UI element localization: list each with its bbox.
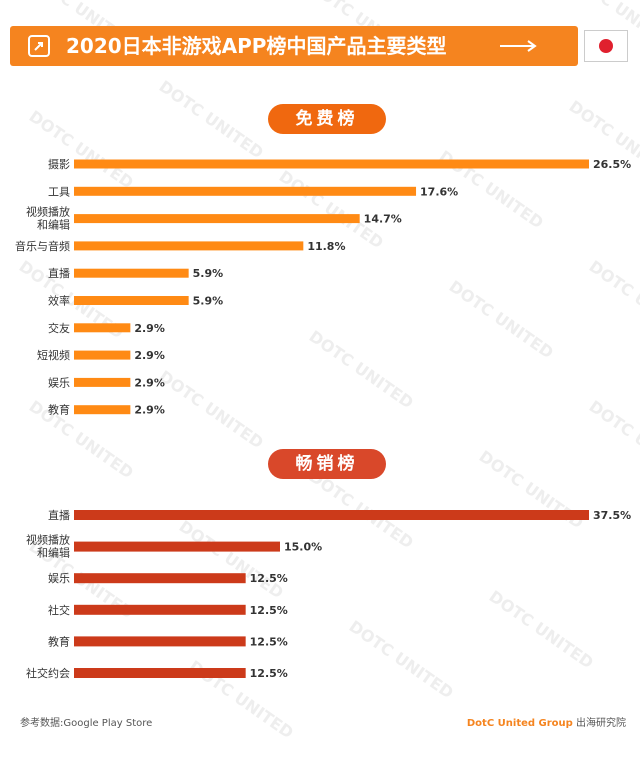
value-label: 5.9% [193,267,224,280]
value-label: 11.8% [307,240,345,253]
value-label: 15.0% [284,541,322,554]
brand-suffix: 出海研究院 [576,718,626,729]
category-label: 教育 [48,403,70,417]
bar [74,268,189,278]
value-label: 12.5% [250,604,288,617]
category-label: 社交 [48,603,70,617]
bar [74,668,246,678]
bar [74,636,246,647]
category-label: 音乐与音频 [15,239,70,253]
bar [74,214,360,224]
category-label: 直播 [48,266,70,280]
data-source: 参考数据:Google Play Store [20,718,153,729]
category-label: 交友 [48,321,70,335]
value-label: 37.5% [593,509,631,522]
bar [74,350,131,360]
category-label: 摄影 [48,157,70,171]
japan-flag [584,30,628,62]
header-band: 2020日本非游戏APP榜中国产品主要类型 [10,26,578,66]
flag-circle [599,39,613,53]
value-label: 12.5% [250,667,288,680]
category-label: 教育 [48,634,70,648]
share-icon [28,35,50,57]
bar [74,186,417,196]
category-label: 娱乐 [48,571,70,585]
category-label: 短视频 [37,348,70,362]
bar [74,323,131,333]
value-label: 2.9% [134,404,165,417]
category-label: 视频播放和编辑 [26,205,70,232]
arrow-right-icon [500,40,537,52]
bar [74,573,246,584]
header: 2020日本非游戏APP榜中国产品主要类型 [0,26,640,66]
value-label: 12.5% [250,572,288,585]
bar [74,541,280,552]
free-ranking-label: 免费榜 [268,104,386,134]
page-title: 2020日本非游戏APP榜中国产品主要类型 [66,34,447,58]
bar [74,510,589,520]
bar [74,377,131,387]
value-label: 5.9% [193,295,224,308]
category-label: 效率 [48,294,70,308]
value-label: 26.5% [593,158,631,171]
category-label: 视频播放和编辑 [26,533,70,560]
category-label: 社交约会 [26,666,70,680]
free-ranking-chart: 摄影 26.5% 工具 17.6% 视频播放和编辑 14.7% 音乐与音频 11.8% 直播 5.… [15,157,631,417]
brand-name: DotC United Group [466,718,573,729]
value-label: 14.7% [364,213,402,226]
bar [74,241,304,251]
grossing-ranking-chart: 直播 37.5% 视频播放和编辑 15.0% 娱乐 12.5% 社交 12.5% 教育 12.5%… [26,508,631,680]
bar [74,604,246,615]
category-label: 直播 [48,508,70,522]
value-label: 2.9% [134,376,165,389]
bar [74,405,131,415]
category-label: 娱乐 [48,375,70,389]
value-label: 12.5% [250,635,288,648]
value-label: 17.6% [420,185,458,198]
bar [74,296,189,305]
footer-brand: DotC United Group 出海研究院 [467,716,626,732]
value-label: 2.9% [134,349,165,362]
value-label: 2.9% [134,322,165,335]
category-label: 工具 [48,185,70,198]
grossing-ranking-label: 畅销榜 [268,449,386,479]
bar [74,159,589,169]
